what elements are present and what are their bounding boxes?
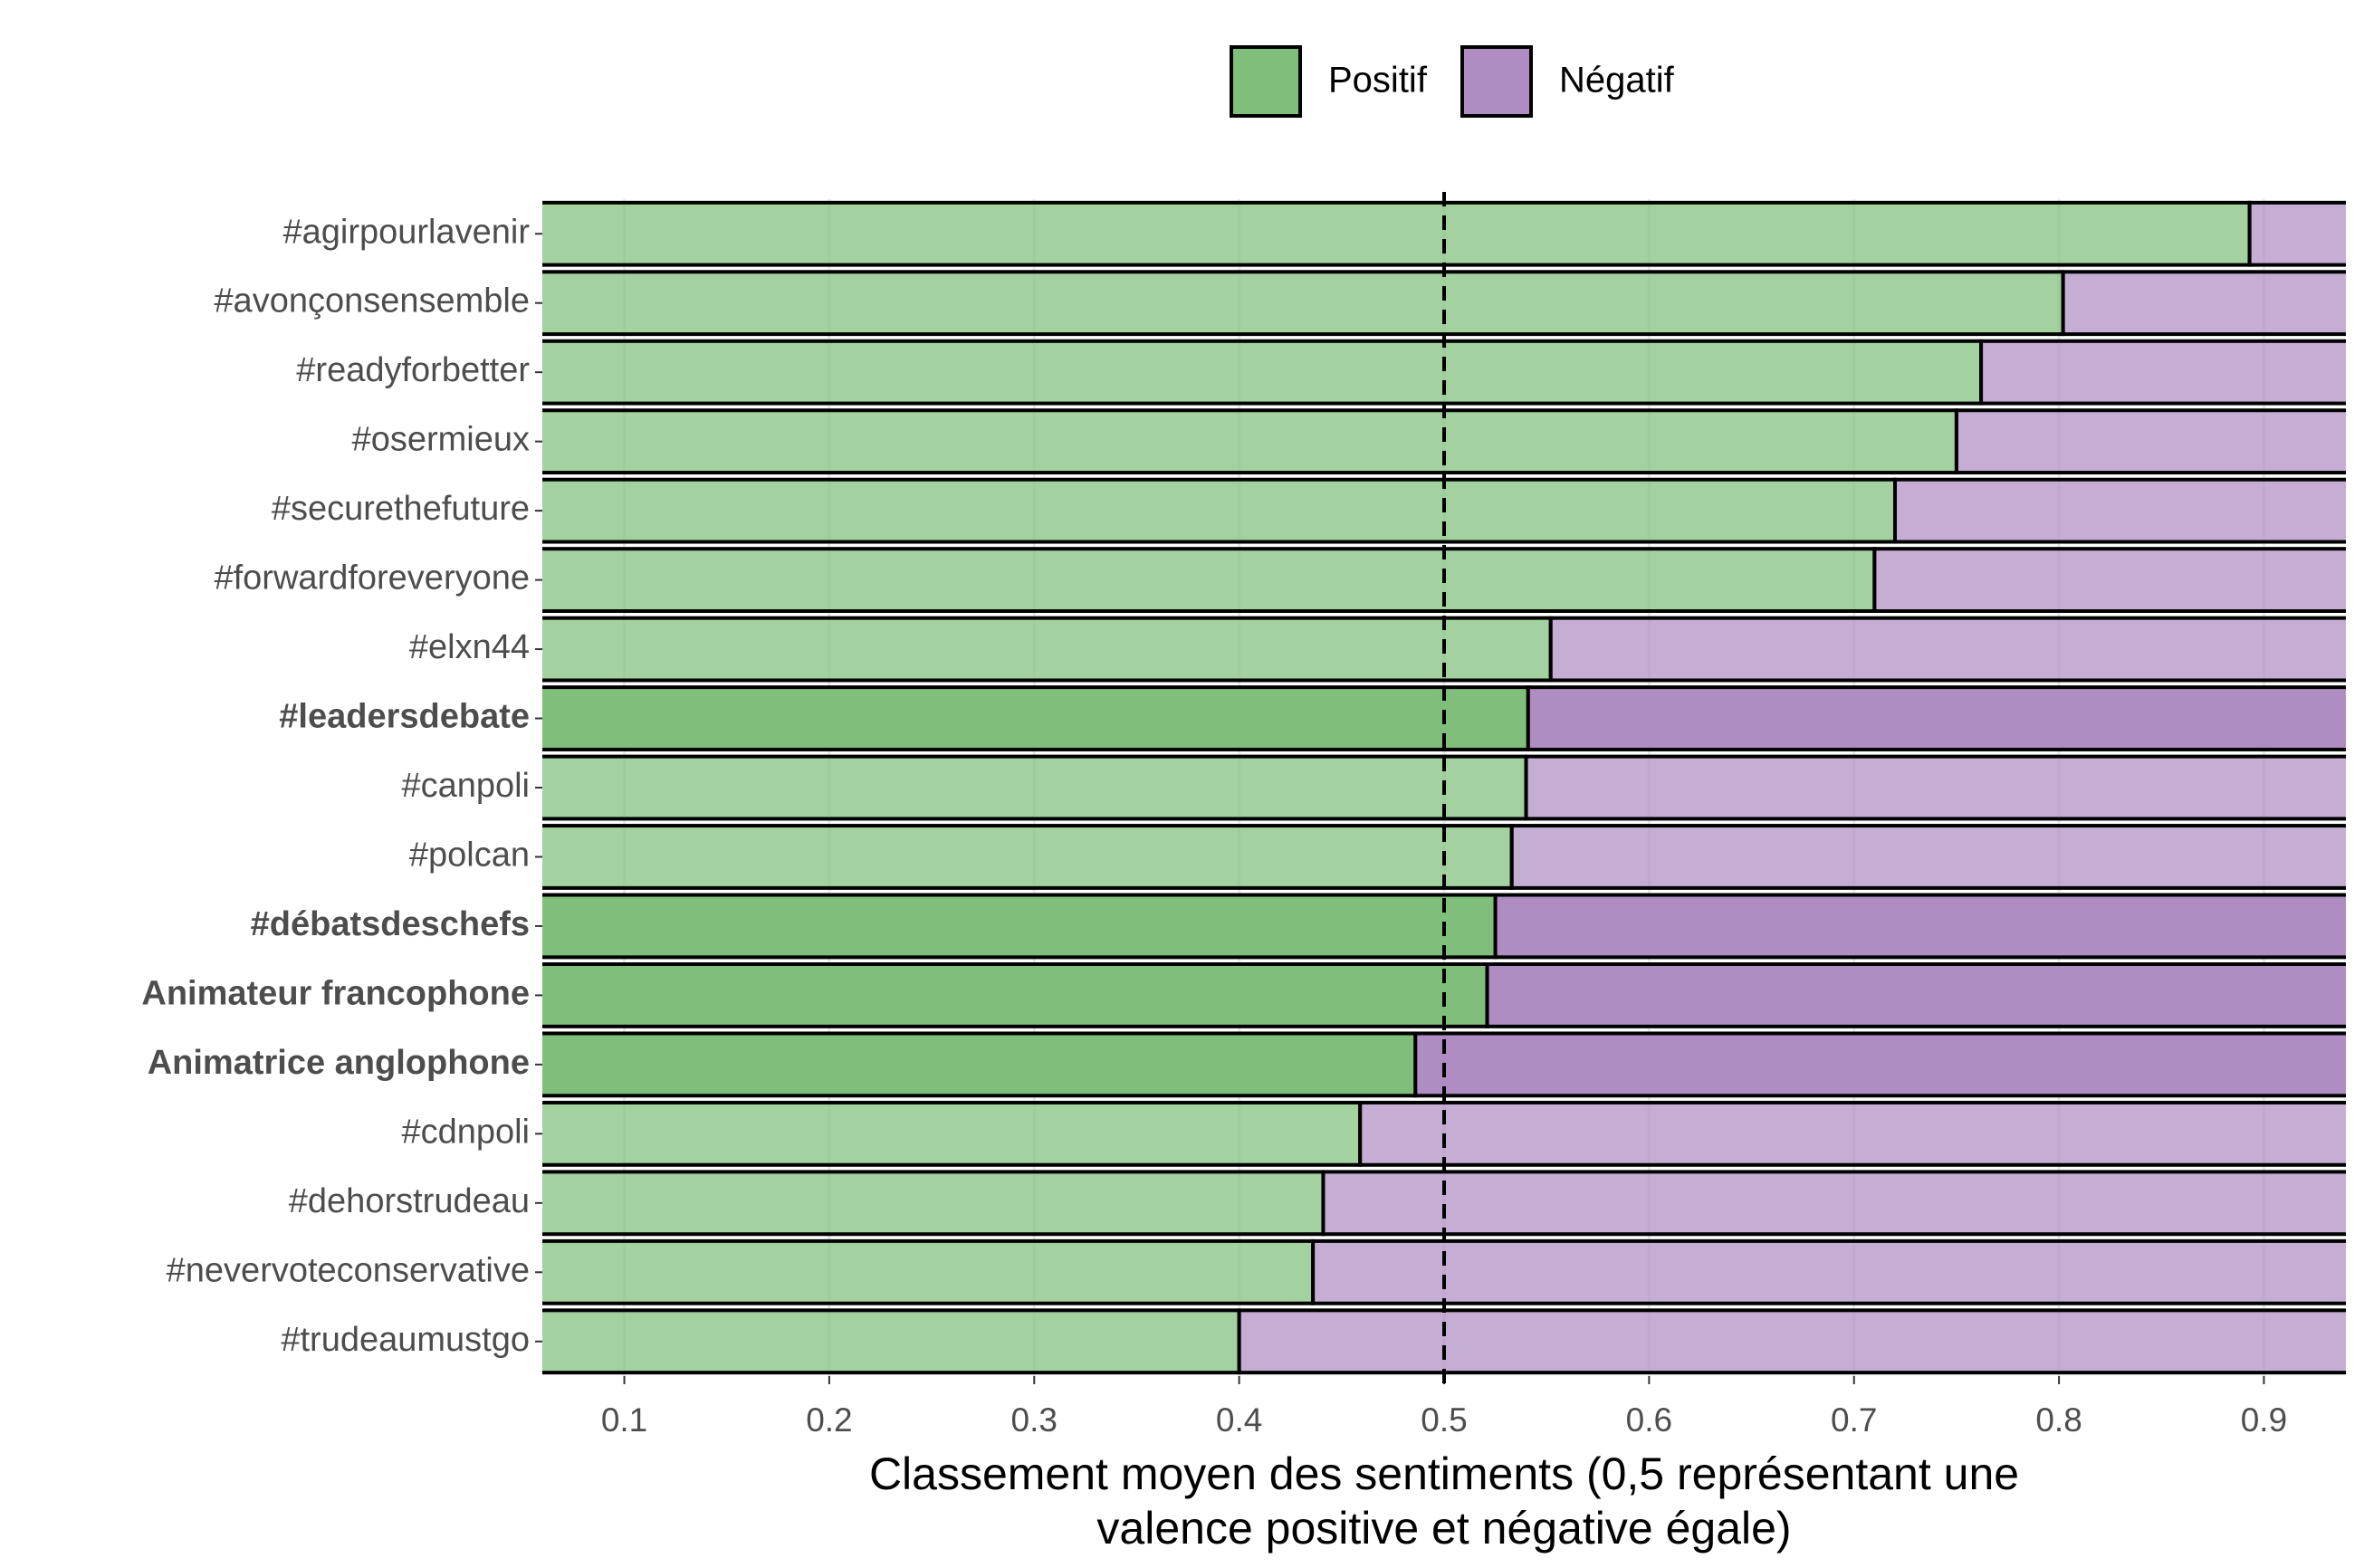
x-tick-label: 0.8 xyxy=(2035,1401,2082,1439)
bar-segment xyxy=(542,824,1514,890)
bar-segment xyxy=(1548,616,2346,683)
y-tick-label: #agirpourlavenir xyxy=(283,213,531,251)
y-tick-label: #trudeaumustgo xyxy=(281,1321,530,1359)
bar-segment xyxy=(1893,477,2346,544)
bar-segment xyxy=(1493,893,2346,960)
bar-segment xyxy=(542,685,1530,751)
y-tick-label: #leadersdebate xyxy=(279,698,530,736)
y-tick-label: #dehorstrudeau xyxy=(289,1182,530,1220)
bar-segment xyxy=(1872,547,2346,613)
bar-segment xyxy=(542,1100,1363,1167)
bar-segment xyxy=(1979,339,2346,406)
bar-segment xyxy=(542,477,1898,544)
bar-segment xyxy=(542,1308,1241,1375)
y-tick-label: #avonçonsensemble xyxy=(214,282,530,320)
legend-key xyxy=(1230,45,1302,118)
y-tick-label: Animateur francophone xyxy=(141,974,530,1012)
bar-segment xyxy=(1321,1170,2346,1237)
bar-segment xyxy=(542,339,1984,406)
bar-segment xyxy=(1413,1031,2346,1098)
y-tick-label: #débatsdeschefs xyxy=(251,905,530,943)
y-tick-label: #osermieux xyxy=(352,421,530,459)
bar-segment xyxy=(542,270,2065,337)
bar-segment xyxy=(1954,408,2346,475)
legend-key xyxy=(1460,45,1533,118)
y-tick-label: #canpoli xyxy=(401,767,530,805)
bar-segment xyxy=(542,616,1553,683)
bar-segment xyxy=(2247,200,2346,267)
y-tick-label: #elxn44 xyxy=(409,628,530,666)
y-tick-label: #securethefuture xyxy=(272,490,530,528)
bar-segment xyxy=(1485,962,2346,1028)
bar-segment xyxy=(542,1238,1316,1305)
y-tick-label: #nevervoteconservative xyxy=(167,1251,530,1289)
x-axis-title: valence positive et négative égale) xyxy=(1096,1503,1791,1554)
bar-segment xyxy=(542,1031,1418,1098)
bar-segment xyxy=(2061,270,2346,337)
y-tick-label: #readyforbetter xyxy=(296,351,530,389)
y-tick-label: #forwardforeveryone xyxy=(214,559,530,598)
bar-segment xyxy=(1524,754,2346,821)
x-tick-label: 0.1 xyxy=(601,1401,647,1439)
x-tick-label: 0.7 xyxy=(1831,1401,1877,1439)
legend-label: Positif xyxy=(1328,61,1428,100)
y-tick-label: Animatrice anglophone xyxy=(148,1044,530,1082)
y-tick-label: #cdnpoli xyxy=(401,1113,530,1151)
bar-segment xyxy=(542,754,1528,821)
y-tick-label: #polcan xyxy=(409,837,530,875)
x-tick-label: 0.2 xyxy=(806,1401,852,1439)
bar-segment xyxy=(542,200,2252,267)
bar-segment xyxy=(542,962,1489,1028)
legend-label: Négatif xyxy=(1559,61,1675,100)
x-axis-title: Classement moyen des sentiments (0,5 rep… xyxy=(869,1448,2019,1499)
x-tick-label: 0.6 xyxy=(1626,1401,1672,1439)
x-tick-label: 0.9 xyxy=(2241,1401,2287,1439)
bar-segment xyxy=(1358,1100,2346,1167)
bar-segment xyxy=(542,1170,1326,1237)
bar-segment xyxy=(542,408,1958,475)
x-tick-label: 0.3 xyxy=(1011,1401,1058,1439)
bars xyxy=(542,200,2346,1375)
bar-segment xyxy=(1509,824,2346,890)
bar-segment xyxy=(542,893,1498,960)
x-tick-label: 0.5 xyxy=(1421,1401,1467,1439)
bar-segment xyxy=(1311,1238,2346,1305)
bar-segment xyxy=(542,547,1877,613)
bar-segment xyxy=(1526,685,2346,751)
x-tick-label: 0.4 xyxy=(1216,1401,1262,1439)
bar-segment xyxy=(1237,1308,2346,1375)
